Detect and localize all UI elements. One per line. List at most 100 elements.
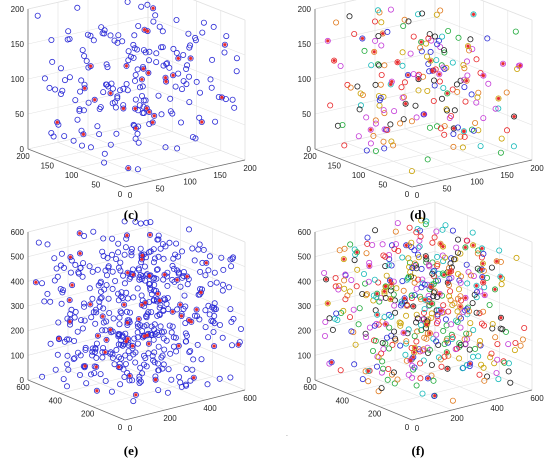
centroid-marker <box>382 289 387 294</box>
data-point <box>351 257 358 264</box>
data-point <box>135 265 142 272</box>
x-tick-label: 400 <box>490 404 504 413</box>
data-point <box>426 263 433 270</box>
data-point <box>415 346 422 353</box>
data-point <box>140 103 147 110</box>
y-tick-label: 400 <box>49 396 63 405</box>
data-point <box>416 243 423 250</box>
data-point <box>149 352 156 359</box>
data-point <box>96 106 103 113</box>
grid-line <box>339 131 460 159</box>
centroid-marker <box>145 106 149 111</box>
x-tick-label: 600 <box>530 394 544 403</box>
data-point <box>107 141 114 148</box>
data-point <box>180 52 187 59</box>
data-point <box>467 272 474 279</box>
data-point <box>413 265 420 272</box>
data-point <box>220 266 227 273</box>
centroid-marker <box>416 77 421 81</box>
data-point <box>160 335 167 342</box>
data-point <box>187 347 194 354</box>
centroid-marker <box>177 344 181 348</box>
centroid-marker <box>94 365 98 369</box>
centroid-marker <box>372 50 376 54</box>
data-point <box>425 35 432 42</box>
data-point <box>158 354 165 361</box>
y-axis-line <box>314 148 413 188</box>
data-point <box>517 342 524 349</box>
data-point <box>491 286 498 293</box>
data-point <box>350 306 357 313</box>
data-point <box>76 106 83 113</box>
data-point <box>139 110 146 117</box>
data-point <box>180 305 187 312</box>
data-point <box>131 45 138 52</box>
data-point <box>427 48 434 55</box>
data-point <box>124 319 131 326</box>
data-point <box>442 222 449 229</box>
data-point <box>402 340 409 347</box>
data-point <box>170 45 177 52</box>
centroid-marker <box>223 42 227 47</box>
data-point <box>98 24 105 31</box>
y-tick-label: 100 <box>352 171 366 180</box>
centroid-marker <box>366 369 371 373</box>
grid-line <box>314 121 436 150</box>
z-tick-label: 100 <box>11 75 25 84</box>
data-point <box>170 343 177 350</box>
data-point <box>136 276 143 283</box>
data-point <box>49 58 56 65</box>
data-point <box>107 90 114 97</box>
data-point <box>223 33 230 40</box>
data-point <box>453 317 460 324</box>
data-point <box>183 365 190 372</box>
data-point <box>89 348 96 355</box>
centroid-marker <box>388 297 393 301</box>
data-point <box>457 250 464 257</box>
data-point <box>360 270 367 277</box>
data-point <box>140 361 147 368</box>
data-point <box>362 330 369 337</box>
data-point <box>382 263 389 270</box>
data-point <box>446 115 453 122</box>
data-point <box>375 354 382 361</box>
data-point <box>414 328 421 335</box>
box-edge <box>479 0 533 21</box>
data-point <box>93 363 100 370</box>
data-point <box>465 308 472 315</box>
centroid-marker <box>413 346 417 350</box>
data-point <box>67 269 74 276</box>
data-point <box>172 83 179 90</box>
data-point <box>120 105 127 112</box>
data-point <box>148 291 155 298</box>
data-point <box>137 220 144 227</box>
data-point <box>405 18 412 25</box>
centroid-marker <box>81 132 86 137</box>
data-point <box>401 79 408 86</box>
data-point <box>405 371 412 378</box>
data-point <box>472 345 479 352</box>
data-point <box>329 326 336 333</box>
data-point <box>331 57 338 64</box>
data-point <box>150 259 157 266</box>
centroid-marker <box>146 71 151 75</box>
data-point <box>178 312 185 319</box>
data-point <box>91 96 98 103</box>
centroid-marker <box>141 66 146 71</box>
data-point <box>333 19 340 26</box>
centroid-marker <box>108 91 113 95</box>
centroid-marker <box>125 320 130 325</box>
x-tick-label: 100 <box>470 178 484 187</box>
data-point <box>388 262 395 269</box>
data-point <box>439 243 446 250</box>
data-point <box>137 322 144 329</box>
y-tick-label: 600 <box>16 383 30 392</box>
data-point <box>131 32 138 39</box>
data-point <box>153 266 160 273</box>
centroid-marker <box>147 110 151 114</box>
data-point <box>216 321 223 328</box>
data-point <box>353 283 360 290</box>
data-point <box>402 351 409 358</box>
data-point <box>90 309 97 316</box>
